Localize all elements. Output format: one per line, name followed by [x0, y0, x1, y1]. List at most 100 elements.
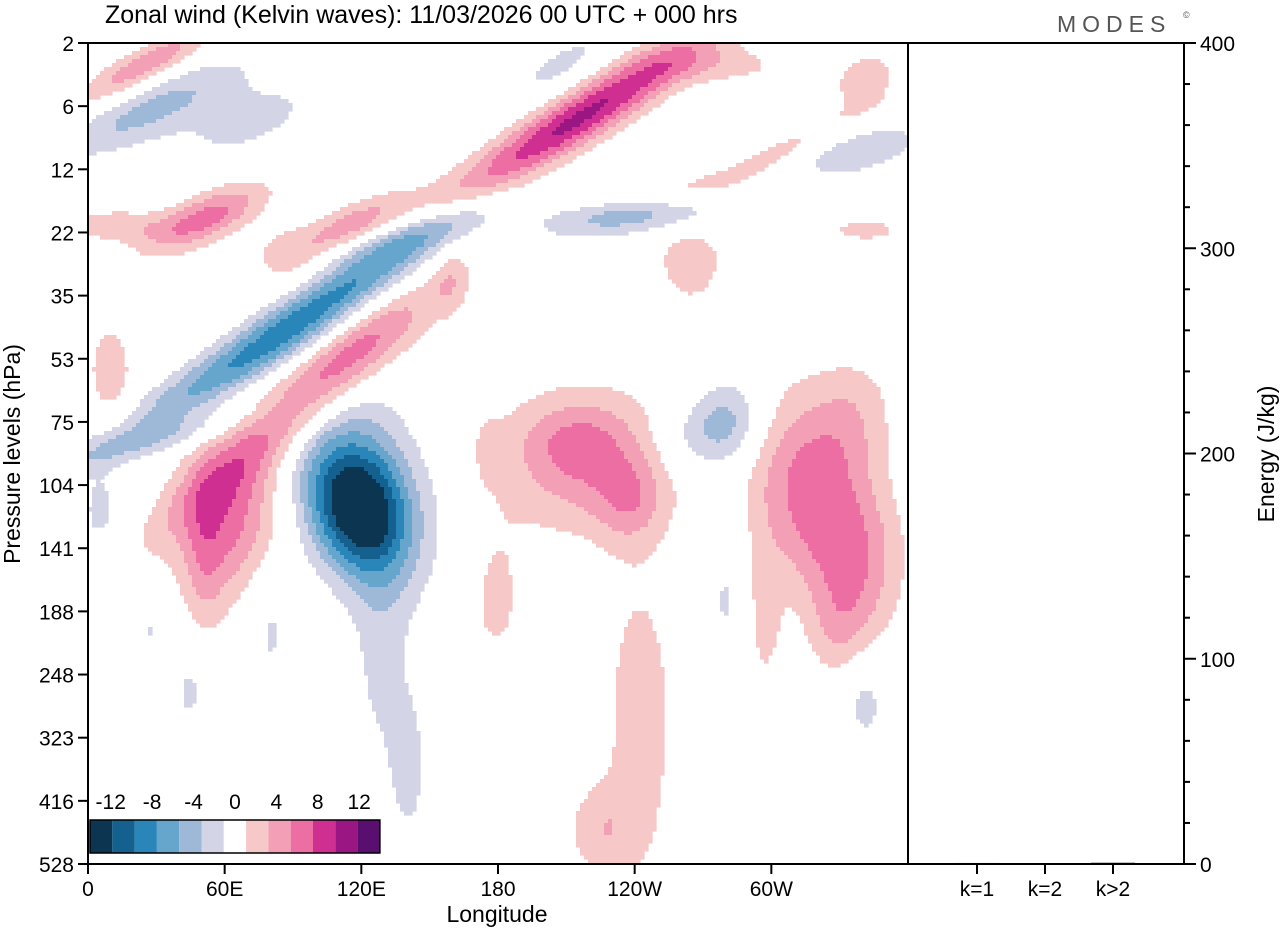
field-cell [340, 231, 345, 236]
field-cell [292, 231, 297, 236]
field-cell [648, 75, 653, 80]
field-cell [416, 327, 421, 332]
field-cell [452, 307, 457, 312]
field-cell [608, 131, 613, 136]
field-cell [312, 299, 317, 304]
field-cell [116, 363, 121, 368]
field-cell [92, 219, 97, 224]
field-cell [140, 75, 145, 80]
field-cell [408, 319, 413, 324]
field-cell [208, 99, 213, 104]
field-cell [156, 111, 161, 116]
field-cell [128, 115, 133, 120]
field-cell [240, 99, 245, 104]
field-cell [316, 231, 321, 236]
field-cell [580, 111, 585, 116]
field-cell [328, 239, 333, 244]
field-cell [324, 351, 329, 356]
field-cell [588, 231, 593, 236]
field-cell [192, 219, 197, 224]
field-cell [120, 363, 125, 368]
field-cell [520, 147, 525, 152]
field-cell [580, 219, 585, 224]
field-cell [752, 155, 757, 160]
field-cell [336, 275, 341, 280]
field-cell [696, 179, 701, 184]
field-cell [464, 223, 469, 228]
field-cell [584, 143, 589, 148]
field-cell [628, 51, 633, 56]
field-cell [576, 223, 581, 228]
field-cell [428, 227, 433, 232]
field-cell [584, 211, 589, 216]
field-cell [324, 227, 329, 232]
field-cell [296, 259, 301, 264]
field-cell [700, 79, 705, 84]
field-cell [224, 211, 229, 216]
field-cell [440, 299, 445, 304]
field-cell [140, 247, 145, 252]
field-cell [404, 247, 409, 252]
field-cell [552, 115, 557, 120]
field-cell [116, 111, 121, 116]
field-cell [540, 111, 545, 116]
field-cell [396, 303, 401, 308]
field-cell [852, 99, 857, 104]
field-cell [640, 107, 645, 112]
field-cell [648, 43, 653, 48]
field-cell [420, 331, 425, 336]
field-cell [596, 219, 601, 224]
field-cell [580, 207, 585, 212]
field-cell [144, 243, 149, 248]
field-cell [88, 215, 93, 220]
field-cell [240, 75, 245, 80]
field-cell [292, 307, 297, 312]
field-cell [480, 147, 485, 152]
field-cell [572, 103, 577, 108]
field-cell [892, 143, 897, 148]
field-cell [404, 243, 409, 248]
field-cell [672, 211, 677, 216]
field-cell [388, 199, 393, 204]
field-cell [324, 327, 329, 332]
field-cell [748, 67, 753, 72]
field-cell [548, 123, 553, 128]
field-cell [676, 255, 681, 260]
field-cell [196, 355, 201, 360]
field-cell [672, 83, 677, 88]
field-cell [640, 111, 645, 116]
field-cell [104, 115, 109, 120]
field-cell [196, 91, 201, 96]
field-cell [688, 247, 693, 252]
field-cell [332, 307, 337, 312]
field-cell [308, 243, 313, 248]
field-cell [596, 115, 601, 120]
field-cell [168, 231, 173, 236]
field-cell [668, 211, 673, 216]
field-cell [416, 195, 421, 200]
field-cell [460, 299, 465, 304]
field-cell [448, 291, 453, 296]
field-cell [564, 219, 569, 224]
field-cell [524, 123, 529, 128]
field-cell [460, 215, 465, 220]
field-cell [848, 103, 853, 108]
field-cell [296, 335, 301, 340]
field-cell [636, 63, 641, 68]
field-cell [744, 59, 749, 64]
field-cell [300, 371, 305, 376]
field-cell [296, 243, 301, 248]
field-cell [252, 95, 257, 100]
field-cell [208, 131, 213, 136]
field-cell [108, 347, 113, 352]
field-cell [184, 123, 189, 128]
field-cell [288, 267, 293, 272]
field-cell [160, 223, 165, 228]
field-cell [168, 227, 173, 232]
field-cell [260, 127, 265, 132]
field-cell [116, 139, 121, 144]
field-cell [188, 371, 193, 376]
field-cell [176, 79, 181, 84]
field-cell [172, 99, 177, 104]
field-cell [540, 147, 545, 152]
